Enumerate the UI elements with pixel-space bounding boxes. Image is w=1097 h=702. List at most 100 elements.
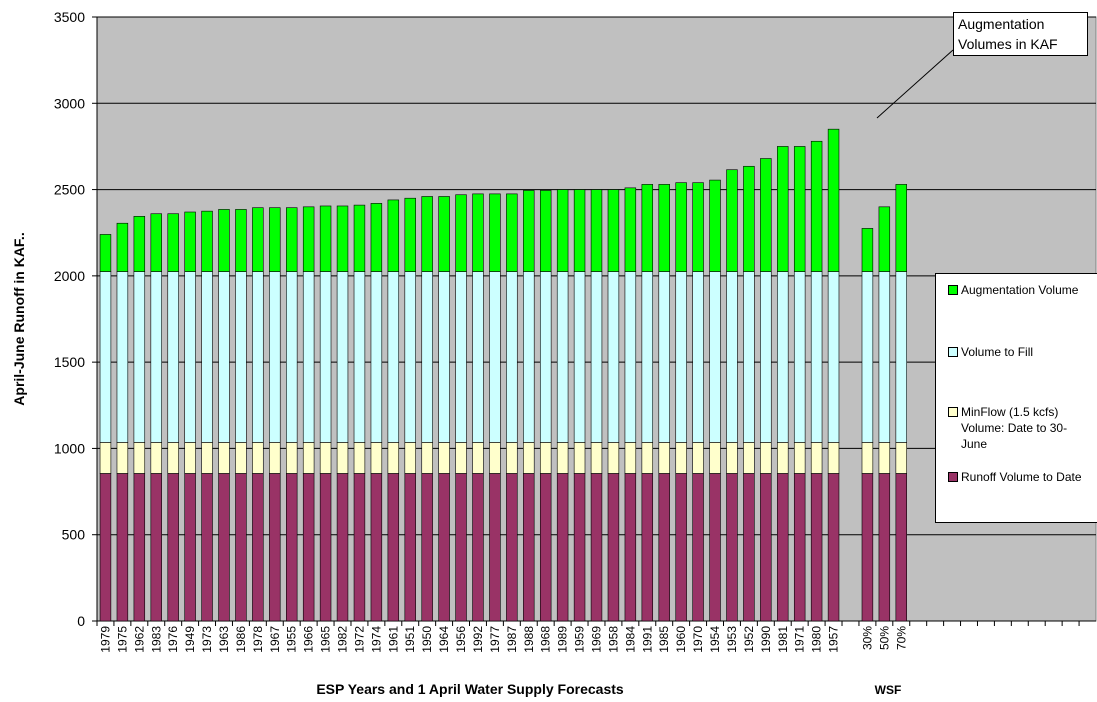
- bar-segment: [895, 442, 907, 474]
- bar-segment: [760, 271, 772, 443]
- x-tick-label: 1984: [623, 626, 637, 653]
- bar-segment: [336, 271, 349, 443]
- bar-segment: [218, 473, 230, 622]
- bar-segment: [269, 271, 281, 443]
- bar-segment: [861, 271, 874, 443]
- x-tick-label: 1971: [793, 626, 807, 653]
- bar-segment: [353, 204, 366, 272]
- x-tick-label: 1986: [234, 626, 248, 653]
- x-tick-label: 70%: [894, 626, 908, 650]
- bar-segment: [861, 473, 874, 622]
- bar-segment: [709, 271, 721, 443]
- bar-segment: [116, 473, 129, 622]
- x-tick-label: 30%: [860, 626, 874, 650]
- bar-segment: [201, 473, 213, 622]
- bar-segment: [286, 473, 298, 622]
- bar-segment: [252, 473, 264, 622]
- bar-segment: [438, 196, 450, 272]
- bar-segment: [286, 442, 298, 474]
- bar-segment: [184, 211, 196, 272]
- bar-segment: [777, 146, 789, 272]
- x-tick-label: 1976: [166, 626, 180, 653]
- bar-segment: [302, 271, 315, 443]
- bar-segment: [252, 442, 264, 474]
- bar-segment: [167, 213, 179, 272]
- x-tick-label: 1975: [115, 626, 129, 653]
- x-tick-label: 1977: [488, 626, 502, 653]
- bar-segment: [573, 442, 586, 474]
- bar-segment: [421, 442, 433, 474]
- bar-segment: [116, 442, 129, 474]
- bar-segment: [133, 442, 146, 474]
- bar-segment: [641, 271, 654, 443]
- x-tick-label: 1980: [810, 626, 824, 653]
- bar-segment: [743, 473, 755, 622]
- bar-segment: [184, 473, 196, 622]
- bar-segment: [895, 271, 907, 443]
- bar-segment: [523, 473, 535, 622]
- bar-segment: [556, 442, 569, 474]
- bar-segment: [895, 184, 907, 272]
- bar-segment: [658, 473, 670, 622]
- bar-segment: [827, 271, 840, 443]
- bar-segment: [692, 473, 704, 622]
- bar-segment: [793, 473, 806, 622]
- bar-segment: [404, 473, 416, 622]
- bar-segment: [810, 271, 823, 443]
- bar-segment: [726, 473, 738, 622]
- x-tick-label: 1966: [302, 626, 316, 653]
- bar-segment: [810, 442, 823, 474]
- bar-segment: [624, 187, 637, 272]
- x-tick-label: 1952: [742, 626, 756, 653]
- bar-segment: [116, 271, 129, 443]
- bar-segment: [404, 271, 416, 443]
- bar-segment: [709, 473, 721, 622]
- x-tick-label: 1964: [437, 626, 451, 653]
- bar-segment: [777, 473, 789, 622]
- x-tick-label: 1960: [674, 626, 688, 653]
- x-tick-label: 1954: [708, 626, 722, 653]
- x-tick-label: 1981: [776, 626, 790, 653]
- bar-segment: [878, 271, 891, 443]
- bar-segment: [590, 473, 603, 622]
- bar-segment: [286, 207, 298, 272]
- bar-segment: [336, 473, 349, 622]
- bar-segment: [624, 473, 637, 622]
- bar-segment: [472, 271, 484, 443]
- bar-segment: [607, 442, 620, 474]
- bar-segment: [370, 442, 383, 474]
- bar-segment: [489, 271, 501, 443]
- x-axis-label-2: WSF: [875, 683, 902, 697]
- annotation-leader: [876, 49, 954, 119]
- legend: Augmentation Volume Volume to Fill MinFlow…: [935, 273, 1097, 523]
- bar-segment: [438, 473, 450, 622]
- bar-segment: [150, 271, 162, 443]
- bar-segment: [353, 473, 366, 622]
- bar-segment: [641, 184, 654, 272]
- bar-segment: [641, 442, 654, 474]
- x-tick-label: 1987: [505, 626, 519, 653]
- x-tick-label: 1963: [217, 626, 231, 653]
- y-tick-label: 1500: [54, 354, 85, 370]
- bar-segment: [252, 207, 264, 272]
- bar-segment: [201, 210, 213, 272]
- bar-segment: [523, 190, 535, 272]
- bar-segment: [607, 189, 620, 272]
- x-tick-label: 1957: [827, 626, 841, 653]
- bar-segment: [590, 271, 603, 443]
- bar-segment: [472, 473, 484, 622]
- bar-segment: [184, 442, 196, 474]
- x-tick-label: 1992: [471, 626, 485, 653]
- bar-segment: [539, 190, 552, 272]
- x-tick-label: 1989: [556, 626, 570, 653]
- legend-label: Runoff Volume to Date: [961, 470, 1082, 484]
- bar-segment: [167, 473, 179, 622]
- bar-segment: [387, 271, 400, 443]
- x-tick-label: 50%: [877, 626, 891, 650]
- legend-swatch: [948, 407, 958, 417]
- bar-segment: [302, 473, 315, 622]
- bar-segment: [793, 442, 806, 474]
- bar-segment: [506, 473, 518, 622]
- legend-swatch: [948, 285, 958, 295]
- bar-segment: [286, 271, 298, 443]
